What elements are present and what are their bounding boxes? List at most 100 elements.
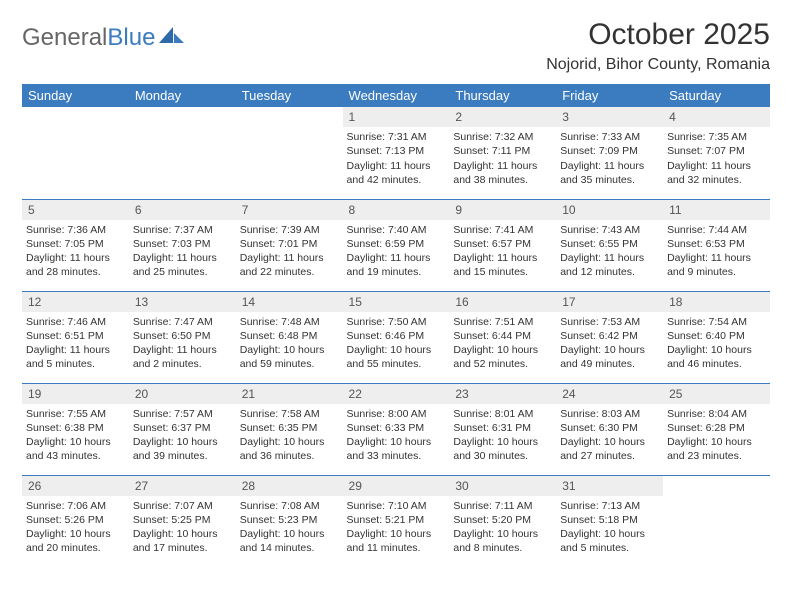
- sunset-text: Sunset: 7:13 PM: [347, 144, 446, 158]
- calendar-cell: 7Sunrise: 7:39 AMSunset: 7:01 PMDaylight…: [236, 199, 343, 291]
- daylight1-text: Daylight: 10 hours: [26, 435, 125, 449]
- sunrise-text: Sunrise: 7:33 AM: [560, 130, 659, 144]
- location-text: Nojorid, Bihor County, Romania: [546, 56, 770, 74]
- day-number: 17: [556, 292, 663, 312]
- calendar-week-row: 5Sunrise: 7:36 AMSunset: 7:05 PMDaylight…: [22, 199, 770, 291]
- calendar-cell: 10Sunrise: 7:43 AMSunset: 6:55 PMDayligh…: [556, 199, 663, 291]
- weekday-header: Thursday: [449, 84, 556, 107]
- daylight1-text: Daylight: 10 hours: [667, 343, 766, 357]
- sunset-text: Sunset: 5:23 PM: [240, 513, 339, 527]
- daylight2-text: and 14 minutes.: [240, 541, 339, 555]
- sunset-text: Sunset: 5:18 PM: [560, 513, 659, 527]
- weekday-header: Monday: [129, 84, 236, 107]
- daylight2-text: and 38 minutes.: [453, 173, 552, 187]
- sunset-text: Sunset: 7:11 PM: [453, 144, 552, 158]
- day-number: 8: [343, 200, 450, 220]
- calendar-cell: 22Sunrise: 8:00 AMSunset: 6:33 PMDayligh…: [343, 383, 450, 475]
- sunrise-text: Sunrise: 8:04 AM: [667, 407, 766, 421]
- day-body: Sunrise: 8:03 AMSunset: 6:30 PMDaylight:…: [556, 404, 663, 468]
- daylight1-text: Daylight: 10 hours: [133, 527, 232, 541]
- daylight1-text: Daylight: 11 hours: [667, 251, 766, 265]
- daylight1-text: Daylight: 10 hours: [560, 435, 659, 449]
- daylight2-text: and 52 minutes.: [453, 357, 552, 371]
- daylight1-text: Daylight: 10 hours: [453, 343, 552, 357]
- day-number: 26: [22, 476, 129, 496]
- daylight1-text: Daylight: 11 hours: [26, 343, 125, 357]
- day-number: 15: [343, 292, 450, 312]
- daylight2-text: and 2 minutes.: [133, 357, 232, 371]
- weekday-header: Wednesday: [343, 84, 450, 107]
- day-number: 10: [556, 200, 663, 220]
- daylight1-text: Daylight: 10 hours: [240, 343, 339, 357]
- sunrise-text: Sunrise: 7:54 AM: [667, 315, 766, 329]
- day-body: Sunrise: 7:58 AMSunset: 6:35 PMDaylight:…: [236, 404, 343, 468]
- daylight1-text: Daylight: 10 hours: [347, 343, 446, 357]
- calendar-cell: 17Sunrise: 7:53 AMSunset: 6:42 PMDayligh…: [556, 291, 663, 383]
- day-body: Sunrise: 7:37 AMSunset: 7:03 PMDaylight:…: [129, 220, 236, 284]
- day-body: Sunrise: 7:50 AMSunset: 6:46 PMDaylight:…: [343, 312, 450, 376]
- day-body: Sunrise: 8:04 AMSunset: 6:28 PMDaylight:…: [663, 404, 770, 468]
- daylight1-text: Daylight: 10 hours: [133, 435, 232, 449]
- daylight1-text: Daylight: 11 hours: [453, 159, 552, 173]
- daylight2-text: and 20 minutes.: [26, 541, 125, 555]
- sunrise-text: Sunrise: 7:31 AM: [347, 130, 446, 144]
- sunset-text: Sunset: 6:50 PM: [133, 329, 232, 343]
- calendar-table: SundayMondayTuesdayWednesdayThursdayFrid…: [22, 84, 770, 559]
- daylight1-text: Daylight: 10 hours: [347, 435, 446, 449]
- sunrise-text: Sunrise: 7:46 AM: [26, 315, 125, 329]
- day-body: Sunrise: 7:53 AMSunset: 6:42 PMDaylight:…: [556, 312, 663, 376]
- sunset-text: Sunset: 7:01 PM: [240, 237, 339, 251]
- sunrise-text: Sunrise: 7:41 AM: [453, 223, 552, 237]
- calendar-cell: [129, 107, 236, 199]
- daylight2-text: and 11 minutes.: [347, 541, 446, 555]
- daylight2-text: and 49 minutes.: [560, 357, 659, 371]
- sunset-text: Sunset: 7:07 PM: [667, 144, 766, 158]
- day-body: Sunrise: 7:10 AMSunset: 5:21 PMDaylight:…: [343, 496, 450, 560]
- day-body: Sunrise: 7:55 AMSunset: 6:38 PMDaylight:…: [22, 404, 129, 468]
- day-number: 11: [663, 200, 770, 220]
- daylight1-text: Daylight: 11 hours: [133, 251, 232, 265]
- daylight2-text: and 42 minutes.: [347, 173, 446, 187]
- sunset-text: Sunset: 6:40 PM: [667, 329, 766, 343]
- calendar-cell: 6Sunrise: 7:37 AMSunset: 7:03 PMDaylight…: [129, 199, 236, 291]
- brand-part1: General: [22, 24, 107, 52]
- day-number: 5: [22, 200, 129, 220]
- day-body: Sunrise: 7:36 AMSunset: 7:05 PMDaylight:…: [22, 220, 129, 284]
- sunset-text: Sunset: 5:20 PM: [453, 513, 552, 527]
- sunrise-text: Sunrise: 7:51 AM: [453, 315, 552, 329]
- daylight2-text: and 8 minutes.: [453, 541, 552, 555]
- sunset-text: Sunset: 5:21 PM: [347, 513, 446, 527]
- daylight2-text: and 33 minutes.: [347, 449, 446, 463]
- day-body: Sunrise: 7:35 AMSunset: 7:07 PMDaylight:…: [663, 127, 770, 191]
- sunrise-text: Sunrise: 7:10 AM: [347, 499, 446, 513]
- daylight2-text: and 28 minutes.: [26, 265, 125, 279]
- sunset-text: Sunset: 6:55 PM: [560, 237, 659, 251]
- sunrise-text: Sunrise: 7:40 AM: [347, 223, 446, 237]
- day-body: Sunrise: 7:43 AMSunset: 6:55 PMDaylight:…: [556, 220, 663, 284]
- calendar-cell: 23Sunrise: 8:01 AMSunset: 6:31 PMDayligh…: [449, 383, 556, 475]
- day-number: 16: [449, 292, 556, 312]
- title-block: October 2025 Nojorid, Bihor County, Roma…: [546, 18, 770, 74]
- daylight2-text: and 12 minutes.: [560, 265, 659, 279]
- sunset-text: Sunset: 6:44 PM: [453, 329, 552, 343]
- day-body: Sunrise: 7:07 AMSunset: 5:25 PMDaylight:…: [129, 496, 236, 560]
- sunset-text: Sunset: 6:51 PM: [26, 329, 125, 343]
- weekday-header: Saturday: [663, 84, 770, 107]
- day-number: 27: [129, 476, 236, 496]
- sunset-text: Sunset: 5:26 PM: [26, 513, 125, 527]
- daylight1-text: Daylight: 10 hours: [453, 527, 552, 541]
- sunrise-text: Sunrise: 7:43 AM: [560, 223, 659, 237]
- sunset-text: Sunset: 7:09 PM: [560, 144, 659, 158]
- day-body: Sunrise: 7:40 AMSunset: 6:59 PMDaylight:…: [343, 220, 450, 284]
- daylight2-text: and 23 minutes.: [667, 449, 766, 463]
- day-body: Sunrise: 7:13 AMSunset: 5:18 PMDaylight:…: [556, 496, 663, 560]
- calendar-header-row: SundayMondayTuesdayWednesdayThursdayFrid…: [22, 84, 770, 107]
- sunrise-text: Sunrise: 7:48 AM: [240, 315, 339, 329]
- daylight2-text: and 35 minutes.: [560, 173, 659, 187]
- day-number: 21: [236, 384, 343, 404]
- calendar-cell: 26Sunrise: 7:06 AMSunset: 5:26 PMDayligh…: [22, 475, 129, 559]
- day-number: 24: [556, 384, 663, 404]
- day-body: Sunrise: 7:39 AMSunset: 7:01 PMDaylight:…: [236, 220, 343, 284]
- calendar-cell: 15Sunrise: 7:50 AMSunset: 6:46 PMDayligh…: [343, 291, 450, 383]
- daylight1-text: Daylight: 11 hours: [347, 251, 446, 265]
